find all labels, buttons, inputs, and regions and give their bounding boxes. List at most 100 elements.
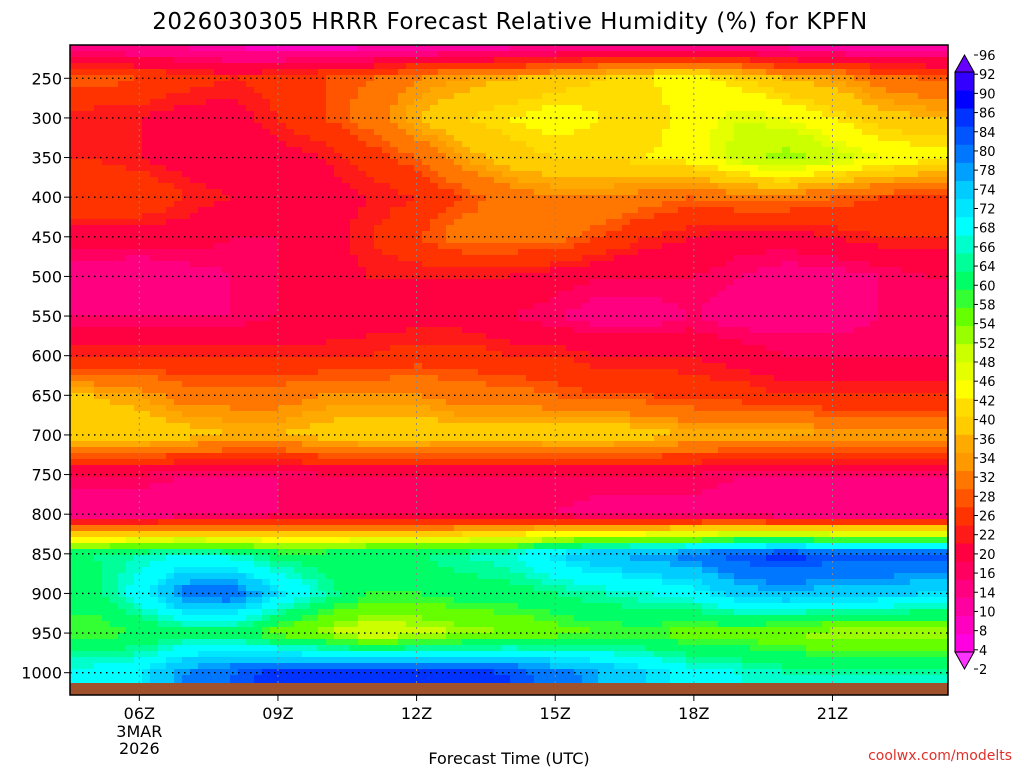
heatmap-cell <box>806 297 815 304</box>
heatmap-cell <box>918 237 927 244</box>
heatmap-cell <box>254 207 263 214</box>
heatmap-cell <box>174 153 183 160</box>
heatmap-cell <box>214 183 223 190</box>
heatmap-cell <box>214 201 223 208</box>
heatmap-cell <box>462 225 471 232</box>
heatmap-cell <box>590 81 599 88</box>
heatmap-cell <box>214 165 223 172</box>
heatmap-cell <box>686 57 695 64</box>
heatmap-cell <box>894 57 903 64</box>
heatmap-cell <box>830 63 839 70</box>
heatmap-cell <box>638 153 647 160</box>
heatmap-cell <box>662 63 671 70</box>
heatmap-cell <box>350 303 359 310</box>
heatmap-cell <box>782 249 791 256</box>
heatmap-cell <box>558 87 567 94</box>
heatmap-cell <box>222 201 231 208</box>
heatmap-cell <box>430 249 439 256</box>
heatmap-cell <box>638 171 647 178</box>
heatmap-cell <box>582 87 591 94</box>
heatmap-cell <box>870 159 879 166</box>
heatmap-cell <box>686 303 695 310</box>
heatmap-cell <box>198 219 207 226</box>
heatmap-cell <box>110 315 119 322</box>
heatmap-cell <box>358 81 367 88</box>
heatmap-cell <box>550 183 559 190</box>
heatmap-cell <box>830 297 839 304</box>
heatmap-cell <box>518 63 527 70</box>
heatmap-cell <box>78 99 87 106</box>
heatmap-cell <box>462 153 471 160</box>
heatmap-cell <box>782 51 791 58</box>
heatmap-cell <box>110 93 119 100</box>
heatmap-cell <box>270 303 279 310</box>
heatmap-cell <box>878 297 887 304</box>
heatmap-cell <box>726 267 735 274</box>
heatmap-cell <box>486 225 495 232</box>
heatmap-cell <box>662 285 671 292</box>
heatmap-cell <box>846 219 855 226</box>
heatmap-cell <box>206 279 215 286</box>
heatmap-cell <box>902 81 911 88</box>
heatmap-cell <box>606 231 615 238</box>
heatmap-cell <box>710 147 719 154</box>
heatmap-cell <box>310 297 319 304</box>
heatmap-cell <box>414 225 423 232</box>
heatmap-cell <box>302 81 311 88</box>
heatmap-cell <box>142 171 151 178</box>
heatmap-cell <box>262 237 271 244</box>
heatmap-cell <box>918 279 927 286</box>
heatmap-cell <box>734 81 743 88</box>
heatmap-cell <box>782 117 791 124</box>
heatmap-cell <box>230 189 239 196</box>
heatmap-cell <box>438 87 447 94</box>
heatmap-cell <box>918 141 927 148</box>
heatmap-cell <box>214 285 223 292</box>
heatmap-cell <box>414 93 423 100</box>
heatmap-cell <box>398 279 407 286</box>
heatmap-cell <box>102 81 111 88</box>
heatmap-cell <box>542 207 551 214</box>
heatmap-cell <box>702 261 711 268</box>
heatmap-cell <box>902 123 911 130</box>
heatmap-cell <box>358 195 367 202</box>
heatmap-cell <box>462 243 471 250</box>
heatmap-cell <box>678 147 687 154</box>
heatmap-cell <box>102 99 111 106</box>
heatmap-cell <box>766 177 775 184</box>
heatmap-cell <box>86 159 95 166</box>
heatmap-cell <box>390 255 399 262</box>
heatmap-cell <box>734 255 743 262</box>
heatmap-cell <box>142 165 151 172</box>
heatmap-cell <box>310 75 319 82</box>
heatmap-cell <box>678 171 687 178</box>
heatmap-cell <box>934 123 943 130</box>
heatmap-cell <box>846 87 855 94</box>
heatmap-cell <box>382 159 391 166</box>
heatmap-cell <box>774 279 783 286</box>
heatmap-cell <box>558 57 567 64</box>
heatmap-cell <box>790 249 799 256</box>
heatmap-cell <box>518 93 527 100</box>
heatmap-cell <box>174 45 183 52</box>
heatmap-cell <box>718 237 727 244</box>
heatmap-cell <box>662 273 671 280</box>
heatmap-cell <box>846 129 855 136</box>
heatmap-cell <box>166 279 175 286</box>
heatmap-cell <box>814 261 823 268</box>
heatmap-cell <box>670 213 679 220</box>
heatmap-cell <box>574 195 583 202</box>
heatmap-cell <box>126 153 135 160</box>
heatmap-cell <box>806 195 815 202</box>
heatmap-cell <box>686 291 695 298</box>
heatmap-cell <box>438 117 447 124</box>
heatmap-cell <box>654 105 663 112</box>
heatmap-cell <box>414 303 423 310</box>
heatmap-cell <box>342 279 351 286</box>
heatmap-cell <box>198 69 207 76</box>
heatmap-cell <box>150 147 159 154</box>
heatmap-cell <box>662 261 671 268</box>
heatmap-cell <box>886 231 895 238</box>
heatmap-cell <box>694 219 703 226</box>
heatmap-cell <box>742 243 751 250</box>
